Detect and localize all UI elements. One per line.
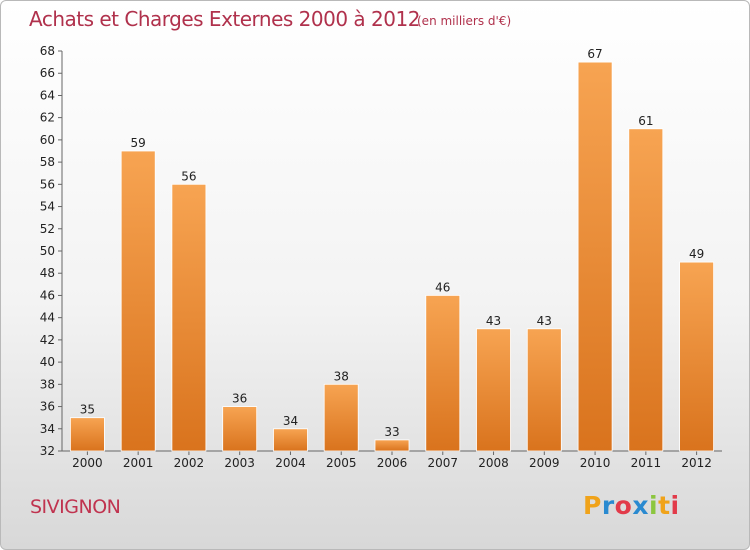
x-tick-label: 2009 [529, 456, 560, 470]
data-label: 43 [486, 314, 501, 328]
x-tick-label: 2008 [478, 456, 509, 470]
bar [273, 428, 308, 452]
y-tick-label: 44 [40, 311, 55, 325]
x-tick-label: 2001 [123, 456, 154, 470]
data-label: 56 [181, 169, 196, 183]
proxiti-logo[interactable]: Proxiti [583, 491, 680, 520]
chart-title: Achats et Charges Externes 2000 à 2012 [29, 7, 420, 31]
data-label: 61 [638, 114, 653, 128]
y-tick-label: 34 [40, 422, 55, 436]
y-tick-label: 64 [40, 88, 55, 102]
x-tick-label: 2005 [326, 456, 357, 470]
y-tick-label: 42 [40, 333, 55, 347]
data-label: 33 [384, 425, 399, 439]
bar [628, 128, 664, 452]
y-tick-label: 38 [40, 377, 55, 391]
x-tick-label: 2004 [275, 456, 306, 470]
y-axis: 32 34 36 38 40 42 44 46 48 50 52 54 56 58 60 62 64 66 68 [40, 44, 63, 458]
y-tick-label: 54 [40, 200, 55, 214]
y-tick-label: 66 [40, 66, 55, 80]
data-label: 35 [80, 403, 95, 417]
data-label: 46 [435, 280, 450, 294]
logo-letter: x [632, 491, 649, 520]
bar [577, 61, 613, 452]
bars [70, 61, 714, 452]
x-tick-label: 2003 [224, 456, 255, 470]
x-axis: 2000 2001 2002 2003 2004 2005 2006 2007 2008 2009… [62, 450, 722, 470]
data-label: 36 [232, 392, 247, 406]
y-tick-label: 48 [40, 266, 55, 280]
y-tick-label: 58 [40, 155, 55, 169]
x-tick-label: 2000 [72, 456, 103, 470]
y-tick-label: 46 [40, 288, 55, 302]
bar [526, 328, 562, 452]
bar [374, 439, 410, 452]
data-label: 49 [689, 247, 704, 261]
data-label: 43 [537, 314, 552, 328]
data-label: 34 [283, 414, 298, 428]
x-tick-label: 2007 [427, 456, 458, 470]
bar [425, 294, 461, 452]
y-tick-label: 32 [40, 444, 55, 458]
y-tick-label: 56 [40, 177, 55, 191]
logo-letter: o [614, 491, 633, 520]
x-tick-label: 2012 [681, 456, 712, 470]
logo-letter: P [583, 491, 602, 520]
chart-subtitle: (en milliers d'€) [417, 14, 512, 28]
logo-letter: r [601, 491, 615, 520]
x-tick-label: 2006 [377, 456, 408, 470]
x-tick-label: 2010 [580, 456, 611, 470]
y-tick-label: 40 [40, 355, 55, 369]
y-tick-label: 68 [40, 44, 55, 58]
x-tick-label: 2011 [631, 456, 662, 470]
bar [679, 261, 714, 452]
bar [476, 328, 511, 452]
bar [70, 417, 105, 452]
logo-letter: t [658, 491, 671, 520]
y-tick-label: 62 [40, 111, 55, 125]
bar [171, 183, 207, 452]
y-tick-label: 36 [40, 400, 55, 414]
logo-letter: i [649, 491, 659, 520]
bar [222, 406, 258, 452]
commune-name: SIVIGNON [30, 496, 121, 518]
x-tick-label: 2002 [174, 456, 205, 470]
data-labels: 35 59 56 36 34 38 33 46 43 43 67 61 49 [80, 47, 705, 439]
bar [120, 150, 156, 452]
y-tick-label: 52 [40, 222, 55, 236]
data-label: 59 [131, 136, 146, 150]
bar [323, 383, 359, 452]
logo-letter: i [670, 491, 680, 520]
data-label: 38 [334, 369, 349, 383]
y-tick-label: 50 [40, 244, 55, 258]
y-tick-label: 60 [40, 133, 55, 147]
data-label: 67 [587, 47, 602, 61]
